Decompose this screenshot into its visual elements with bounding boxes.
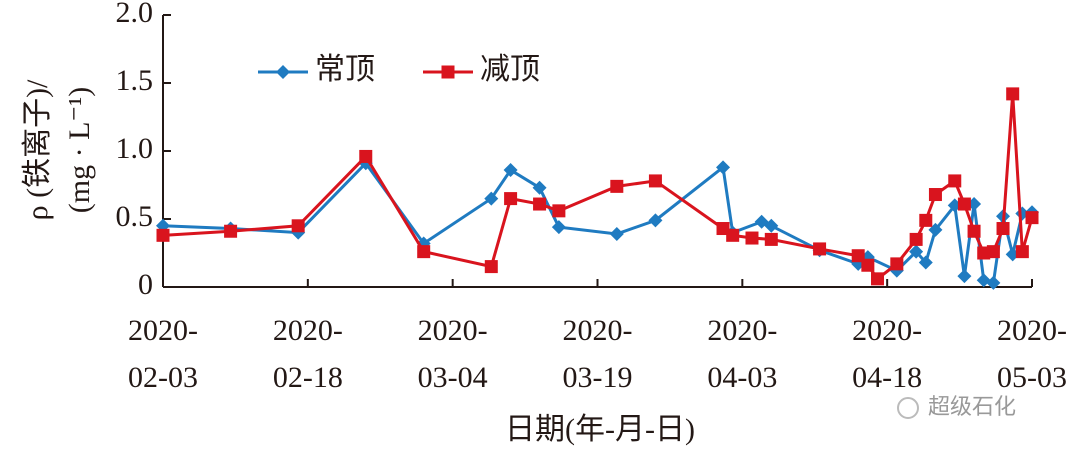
marker	[861, 258, 875, 272]
marker	[1025, 211, 1039, 225]
marker	[948, 174, 962, 188]
marker	[648, 174, 662, 188]
marker	[716, 160, 731, 175]
x-tick-label: 2020-04-03	[707, 314, 777, 394]
y-tick-label: 0.5	[116, 200, 154, 233]
marker	[1006, 87, 1020, 101]
marker	[552, 204, 566, 218]
marker	[609, 226, 624, 241]
marker	[484, 260, 498, 274]
marker	[224, 224, 238, 238]
x-axis-label: 日期(年-月-日)	[505, 413, 695, 446]
marker	[291, 219, 305, 233]
marker	[918, 255, 933, 270]
x-tick-label: 2020-05-03	[997, 314, 1067, 394]
legend-marker	[276, 65, 290, 79]
series-line	[162, 93, 1034, 281]
marker	[986, 275, 1001, 290]
legend-marker	[441, 65, 455, 79]
x-tick-label: 2020-02-18	[273, 314, 343, 394]
marker	[745, 231, 759, 245]
marker	[764, 218, 779, 233]
legend-label: 常顶	[315, 53, 375, 86]
marker	[484, 191, 499, 206]
marker	[957, 269, 972, 284]
marker	[504, 192, 518, 206]
marker	[726, 228, 740, 242]
marker	[648, 213, 663, 228]
x-tick-label: 2020-04-18	[852, 314, 922, 394]
marker	[909, 244, 924, 259]
y-tick-label: 1.5	[116, 64, 154, 97]
marker	[919, 213, 933, 227]
y-axis-label: (mg · L⁻¹)	[63, 87, 96, 213]
marker	[532, 180, 547, 195]
y-tick-label: 0	[138, 268, 153, 301]
marker	[957, 197, 971, 211]
marker	[417, 245, 431, 259]
x-tick-label: 2020-02-03	[128, 314, 198, 394]
marker	[533, 197, 547, 211]
marker	[551, 220, 566, 235]
x-tick-label: 2020-03-04	[418, 314, 488, 394]
marker	[156, 228, 170, 242]
marker	[996, 222, 1010, 236]
marker	[764, 232, 778, 246]
legend-label: 减顶	[480, 53, 540, 86]
marker	[813, 242, 827, 256]
marker	[503, 163, 518, 178]
marker	[359, 149, 373, 163]
watermark-icon	[897, 397, 919, 419]
marker	[610, 179, 624, 193]
marker	[890, 257, 904, 271]
y-axis-label: ρ (铁离子)/	[21, 79, 54, 220]
marker	[928, 188, 942, 202]
marker	[909, 232, 923, 246]
marker	[1015, 245, 1029, 259]
marker	[986, 245, 1000, 259]
y-tick-label: 2.0	[116, 0, 154, 29]
marker	[967, 224, 981, 238]
y-tick-label: 1.0	[116, 132, 154, 165]
x-tick-label: 2020-03-19	[563, 314, 633, 394]
marker	[871, 272, 885, 286]
watermark: 超级石化	[928, 395, 1016, 420]
